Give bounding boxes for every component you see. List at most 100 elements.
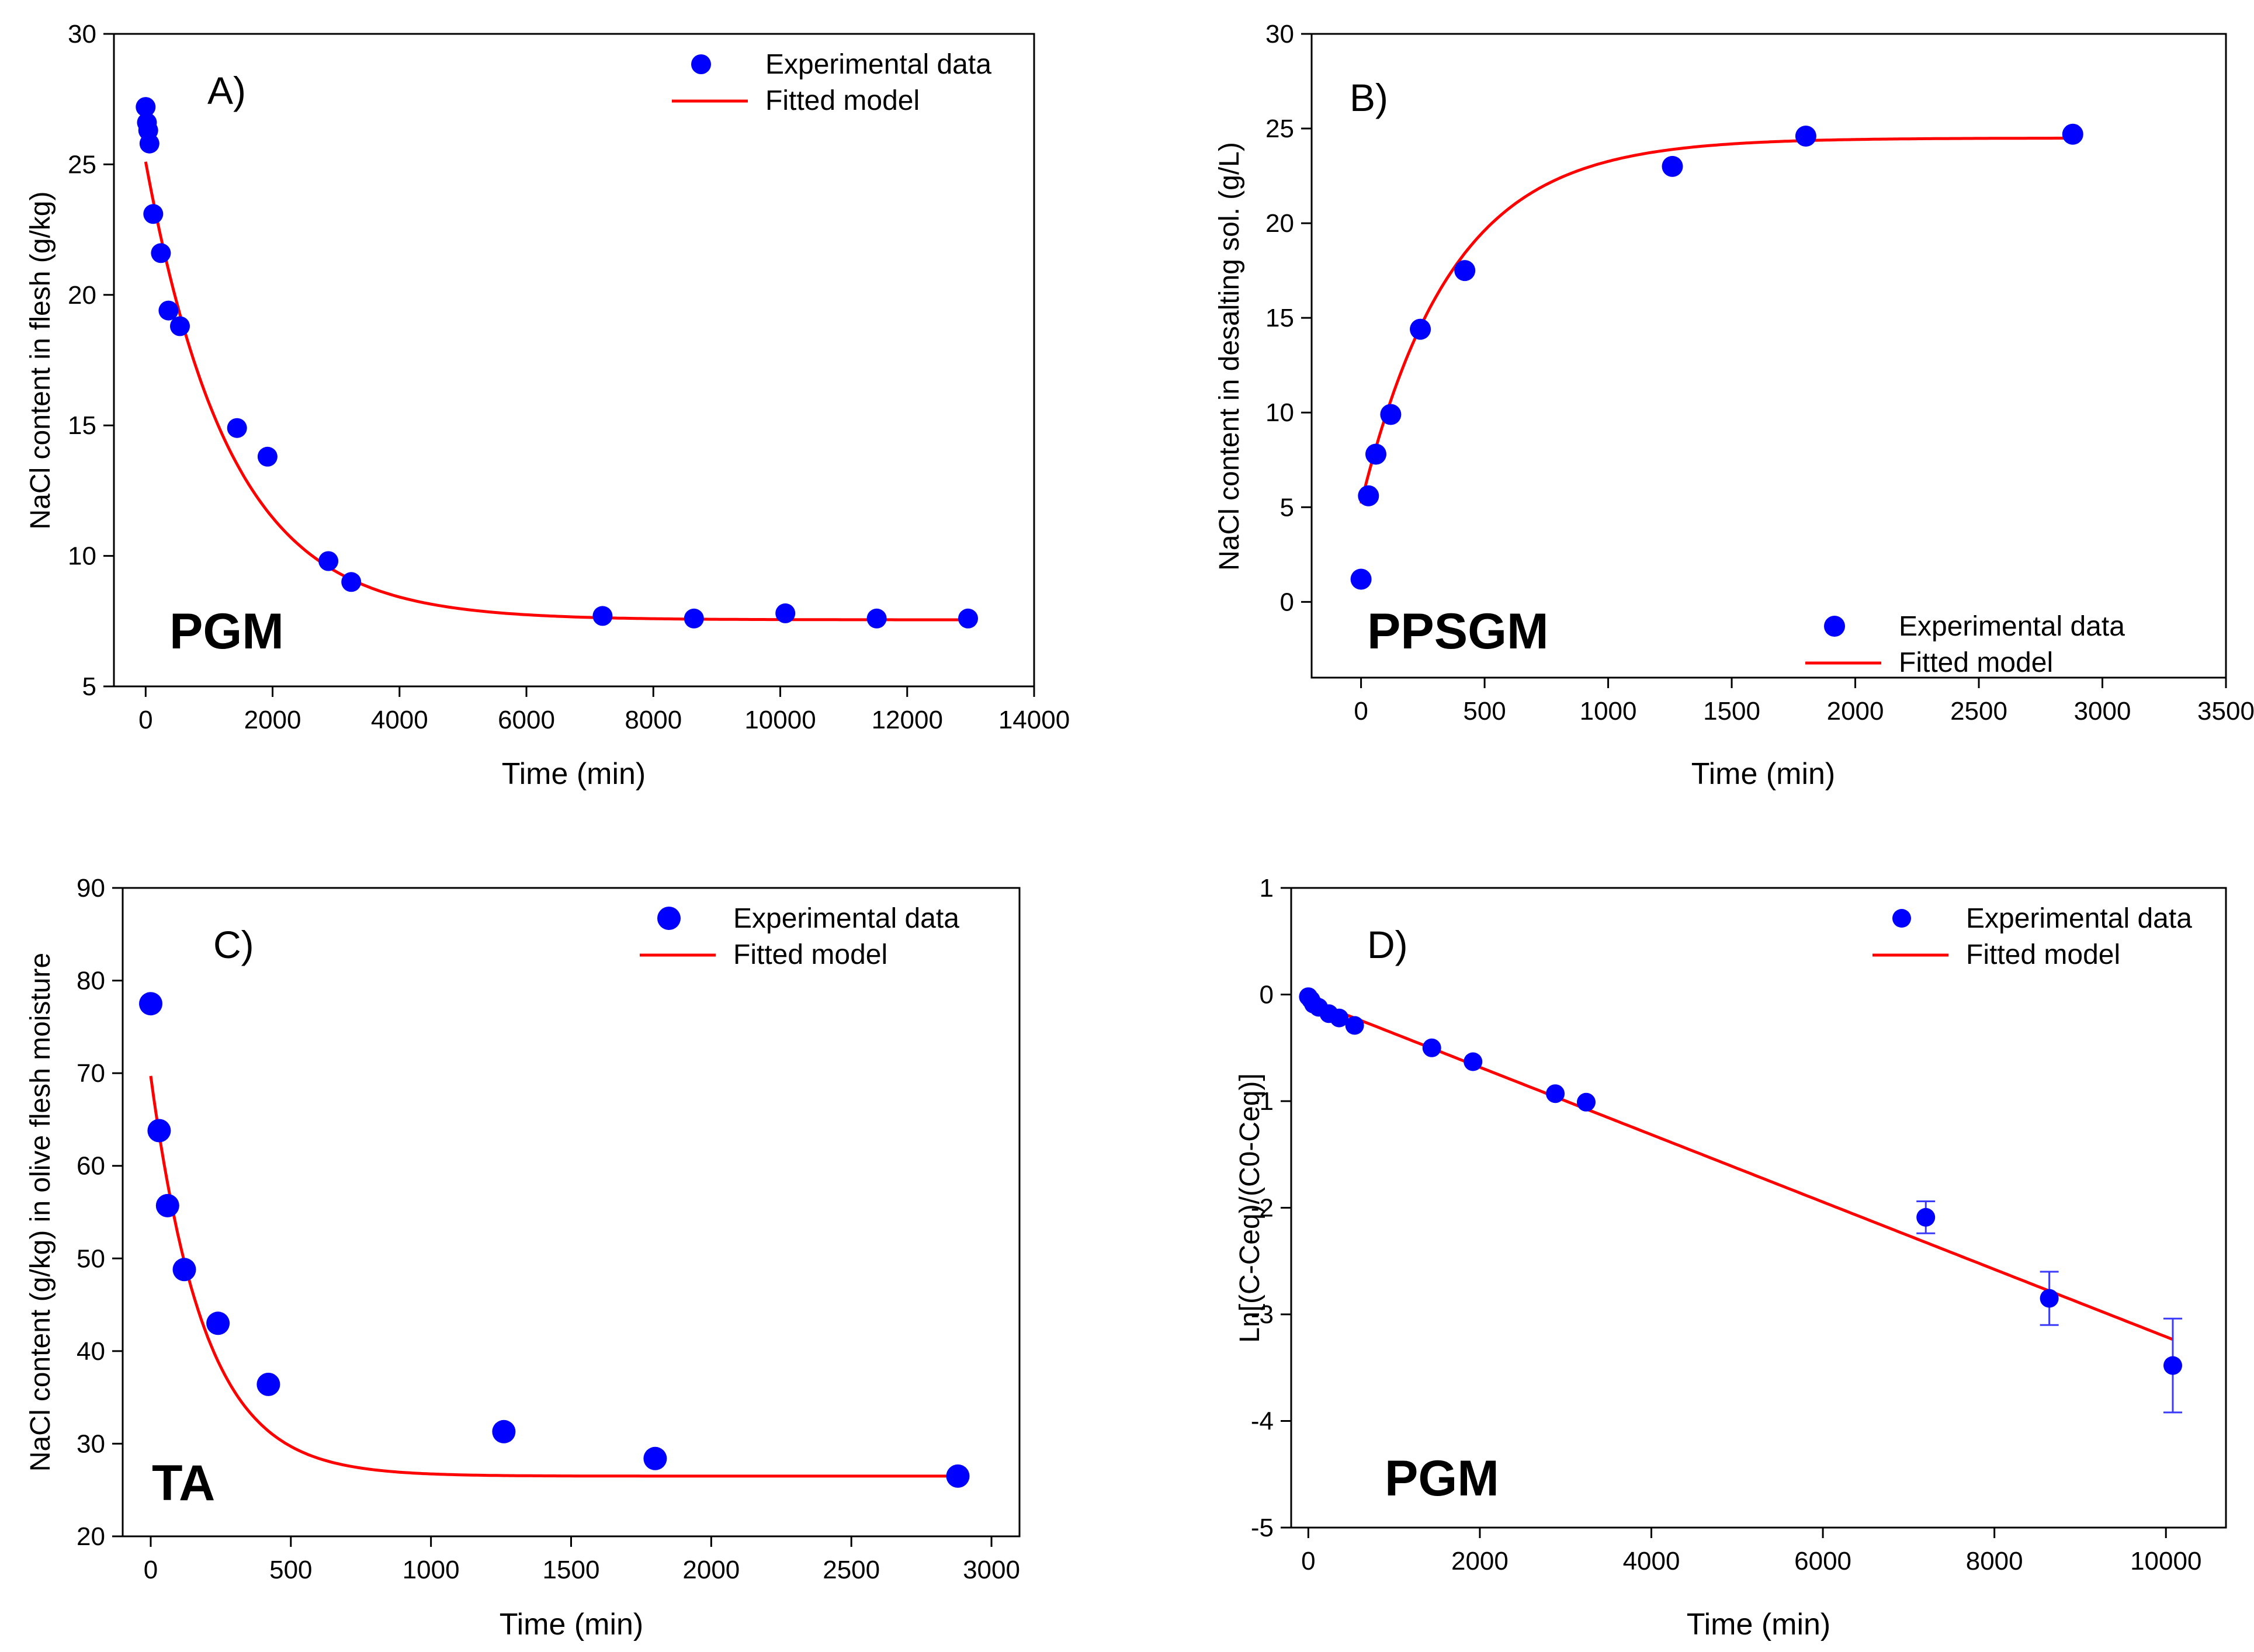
sample-label: PGM	[169, 603, 284, 660]
legend-label-points: Experimental data	[765, 49, 991, 80]
sample-label: PGM	[1385, 1450, 1499, 1507]
y-tick-label: 25	[1265, 114, 1294, 143]
x-axis-label: Time (min)	[1687, 1608, 1831, 1641]
x-axis-label: Time (min)	[502, 757, 646, 791]
data-point	[775, 603, 796, 623]
data-point	[1358, 485, 1379, 506]
data-point	[257, 446, 278, 467]
chart-panel-c: 0 500 1000 1500 2000 2500 3000 20 30 40 50 60 70 80 90…	[25, 874, 1021, 1641]
data-point	[1454, 260, 1476, 282]
x-tick-label: 4000	[371, 706, 428, 734]
x-tick-label: 0	[1354, 697, 1368, 726]
data-point	[341, 572, 362, 592]
data-point	[139, 992, 162, 1016]
legend-label-line: Fitted model	[765, 85, 920, 116]
legend-label-line: Fitted model	[1899, 647, 2053, 678]
x-tick-label: 1000	[1580, 697, 1637, 726]
y-axis-label: Ln[(C-Ceq)/(C0-Ceq)]	[1235, 1073, 1265, 1342]
legend-label-line: Fitted model	[1966, 939, 2120, 970]
y-tick-label: 5	[82, 672, 96, 701]
data-point	[1662, 155, 1683, 177]
y-tick-label: 15	[1265, 304, 1294, 332]
y-tick-label: 10	[68, 542, 96, 571]
legend-label-points: Experimental data	[1966, 903, 2192, 934]
x-tick-label: 0	[144, 1556, 158, 1584]
data-point	[1410, 318, 1431, 340]
legend-label-points: Experimental data	[1899, 611, 2125, 642]
y-tick-label: -3	[1251, 1300, 1274, 1329]
x-tick-label: 6000	[1794, 1547, 1851, 1575]
y-tick-label: 90	[77, 874, 105, 903]
data-point	[172, 1258, 196, 1282]
data-point	[492, 1420, 516, 1443]
data-point	[1330, 1008, 1349, 1028]
y-tick-label: -2	[1251, 1194, 1274, 1223]
y-tick-label: 30	[68, 20, 96, 48]
data-point	[1350, 568, 1372, 590]
legend-marker-points	[1892, 909, 1911, 928]
data-point	[256, 1372, 280, 1396]
x-axis-label: Time (min)	[1691, 757, 1836, 791]
panel-label: D)	[1367, 923, 1408, 966]
data-point	[1365, 443, 1386, 465]
chart-panel-d: 0 2000 4000 6000 8000 10000 -5 -4 -3 -2 -1 0 1 Time (…	[1235, 874, 2227, 1641]
y-tick-label: 25	[68, 150, 96, 179]
x-tick-label: 1000	[403, 1556, 460, 1584]
x-tick-label: 14000	[998, 706, 1070, 734]
x-tick-label: 4000	[1623, 1547, 1680, 1575]
y-tick-label: 30	[1265, 20, 1294, 48]
data-point	[151, 243, 171, 263]
data-point	[958, 608, 978, 629]
x-tick-label: 2000	[244, 706, 301, 734]
data-point	[946, 1464, 970, 1488]
plot-frame	[1290, 887, 2227, 1529]
data-point	[1345, 1016, 1364, 1035]
data-point	[643, 1446, 667, 1470]
y-tick-label: 10	[1265, 398, 1294, 427]
x-tick-label: 2000	[1451, 1547, 1509, 1575]
plot-frame	[122, 887, 1021, 1538]
fitted-curve	[149, 1075, 958, 1478]
x-tick-label: 10000	[744, 706, 816, 734]
y-tick-label: 80	[77, 967, 105, 995]
data-point	[155, 1193, 179, 1217]
x-tick-label: 3000	[2074, 697, 2131, 726]
legend-marker-points	[1824, 616, 1845, 637]
y-tick-label: 0	[1280, 588, 1294, 616]
data-point	[136, 97, 156, 117]
data-point	[227, 418, 247, 438]
x-tick-label: 1500	[543, 1556, 600, 1584]
data-point	[147, 1119, 171, 1143]
x-tick-label: 0	[1301, 1547, 1315, 1575]
data-point	[1380, 404, 1402, 425]
data-point	[170, 316, 190, 336]
x-tick-label: 2000	[1827, 697, 1884, 726]
fitted-curve	[1308, 998, 2173, 1341]
data-point	[1577, 1092, 1596, 1112]
y-axis-label: NaCl content in flesh (g/kg)	[25, 192, 56, 530]
y-tick-label: 20	[1265, 209, 1294, 238]
y-tick-label: 15	[68, 411, 96, 440]
y-axis-label: NaCl content (g/kg) in olive flesh moist…	[25, 953, 56, 1471]
y-tick-label: 40	[77, 1337, 105, 1366]
x-tick-label: 6000	[498, 706, 555, 734]
plot-frame	[113, 33, 1035, 688]
data-point	[866, 608, 887, 629]
y-axis-label: NaCl content in desalting sol. (g/L)	[1214, 142, 1245, 571]
y-tick-label: 70	[77, 1059, 105, 1088]
y-tick-label: 20	[77, 1522, 105, 1551]
data-point	[206, 1311, 230, 1335]
x-axis-label: Time (min)	[500, 1608, 644, 1641]
y-tick-label: 5	[1280, 493, 1294, 522]
sample-label: PPSGM	[1367, 603, 1549, 660]
x-tick-label: 2000	[682, 1556, 740, 1584]
y-tick-label: -4	[1251, 1407, 1274, 1436]
chart-panel-b: 0 500 1000 1500 2000 2500 3000 3500 0 5 10 15 20 25 30…	[1214, 20, 2254, 791]
x-tick-label: 10000	[2130, 1547, 2201, 1575]
data-point	[318, 551, 339, 571]
legend-marker-points	[657, 907, 681, 930]
data-point	[2040, 1289, 2059, 1308]
plot-frame	[1310, 33, 2227, 679]
x-tick-label: 2500	[823, 1556, 880, 1584]
